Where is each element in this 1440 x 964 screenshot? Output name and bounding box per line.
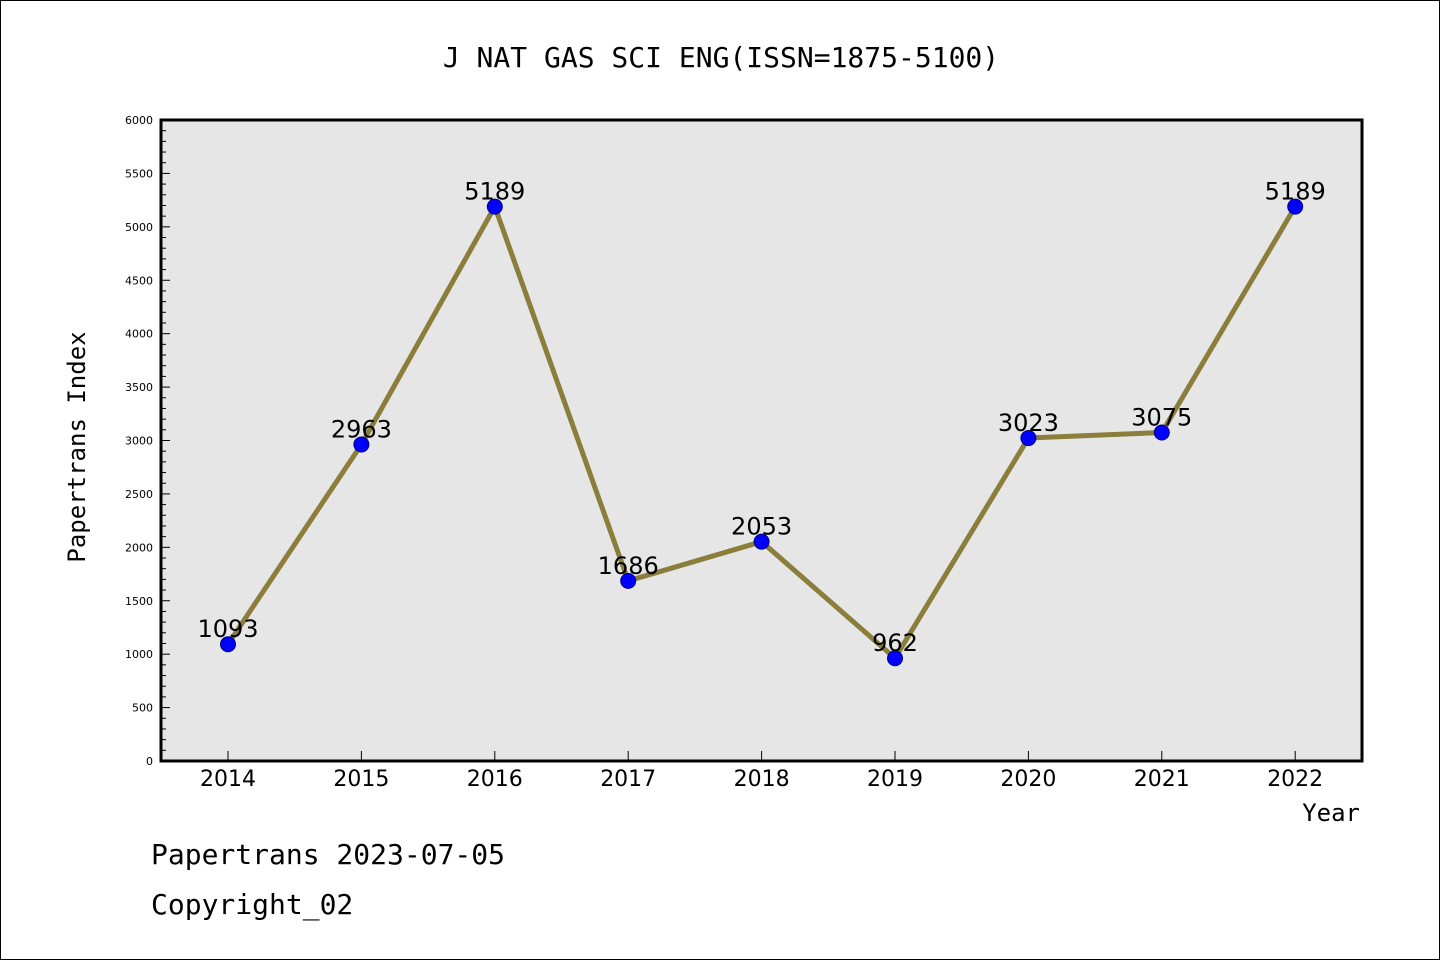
y-tick-label: 3500 [125,381,153,394]
x-tick-label: 2021 [1134,767,1190,792]
x-tick-label: 2017 [600,767,656,792]
y-tick-label: 4000 [125,328,153,341]
x-tick-label: 2020 [1000,767,1056,792]
x-tick-label: 2018 [734,767,790,792]
series-group: 1093 2963 5189 1686 2053 962 3023 3075 5189 [197,178,1326,667]
data-point [486,198,503,215]
chart-title: J NAT GAS SCI ENG(ISSN=1875-5100) [443,41,999,74]
y-axis-title: Papertrans Index [63,331,91,562]
data-label: 1686 [598,552,659,580]
data-point [887,650,903,667]
data-point [1153,424,1170,441]
data-label: 2053 [731,513,792,541]
x-axis-title: Year [1302,799,1360,827]
y-axis: 0 500 1000 1500 2000 2500 3000 3500 4000 4500 5000… [125,114,170,768]
data-label: 2963 [331,415,392,443]
x-tick-label: 2016 [467,767,523,792]
y-tick-label: 1000 [125,648,153,661]
y-tick-label: 500 [132,702,153,715]
data-label: 5189 [1265,178,1326,206]
data-label: 1093 [197,615,258,643]
data-label: 962 [872,629,918,657]
x-tick-label: 2022 [1267,767,1323,792]
y-tick-label: 4500 [125,274,153,287]
y-tick-label: 3000 [125,435,153,448]
y-tick-label: 5000 [125,221,153,234]
y-tick-label: 6000 [125,114,153,127]
y-tick-label: 2500 [125,488,153,501]
y-tick-label: 5500 [125,167,153,180]
y-tick-label: 2000 [125,541,153,554]
data-label: 3075 [1131,403,1192,431]
data-point [220,636,236,653]
x-tick-label: 2015 [333,767,389,792]
y-tick-label: 0 [146,755,153,768]
data-label: 3023 [998,409,1059,437]
footer-date: Papertrans 2023-07-05 [151,838,505,871]
x-axis: 2014 2015 2016 2017 2018 2019 2020 2021 2022 [200,751,1323,792]
data-point [1020,430,1037,447]
data-point [353,436,370,453]
x-tick-label: 2019 [867,767,923,792]
y-tick-label: 1500 [125,595,153,608]
data-point [620,572,637,589]
data-point [753,533,770,550]
data-label: 5189 [464,178,525,206]
footer-copyright: Copyright_02 [151,888,353,922]
x-tick-label: 2014 [200,767,256,792]
data-point [1287,198,1304,215]
